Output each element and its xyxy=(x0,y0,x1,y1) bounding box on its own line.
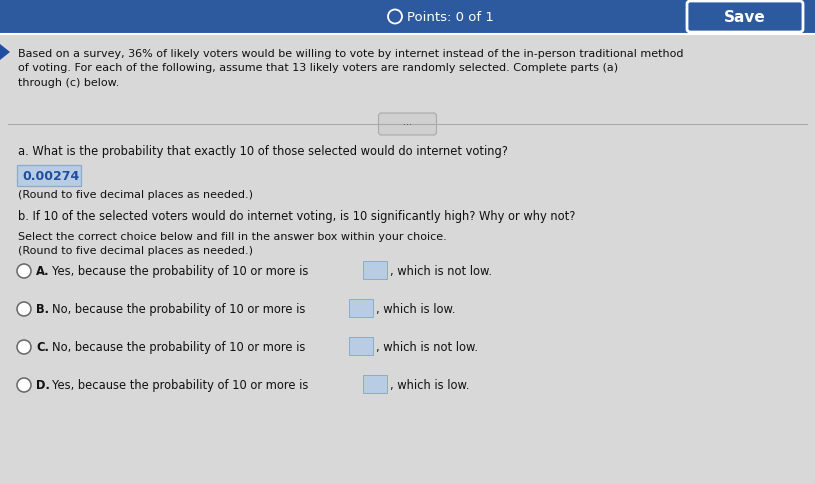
Text: Yes, because the probability of 10 or more is: Yes, because the probability of 10 or mo… xyxy=(52,265,308,278)
Text: b. If 10 of the selected voters would do internet voting, is 10 significantly hi: b. If 10 of the selected voters would do… xyxy=(18,210,575,223)
Text: B.: B. xyxy=(36,303,49,316)
FancyBboxPatch shape xyxy=(378,114,437,136)
Text: , which is low.: , which is low. xyxy=(390,378,469,392)
Circle shape xyxy=(17,302,31,317)
Text: D.: D. xyxy=(36,378,50,392)
Circle shape xyxy=(17,340,31,354)
Text: Points: 0 of 1: Points: 0 of 1 xyxy=(407,11,494,24)
Text: , which is not low.: , which is not low. xyxy=(376,341,478,354)
Text: 0.00274: 0.00274 xyxy=(22,170,79,182)
FancyBboxPatch shape xyxy=(349,337,373,355)
Text: , which is not low.: , which is not low. xyxy=(390,265,492,278)
Bar xyxy=(0,0,815,35)
FancyBboxPatch shape xyxy=(363,375,387,393)
Text: C.: C. xyxy=(36,341,49,354)
Text: ···: ··· xyxy=(403,120,412,130)
Text: Yes, because the probability of 10 or more is: Yes, because the probability of 10 or mo… xyxy=(52,378,308,392)
Polygon shape xyxy=(0,45,10,61)
FancyBboxPatch shape xyxy=(363,261,387,279)
Circle shape xyxy=(17,378,31,392)
FancyBboxPatch shape xyxy=(17,166,81,187)
FancyBboxPatch shape xyxy=(349,300,373,318)
Text: Based on a survey, 36% of likely voters would be willing to vote by internet ins: Based on a survey, 36% of likely voters … xyxy=(18,49,684,88)
Text: A.: A. xyxy=(36,265,50,278)
Circle shape xyxy=(17,264,31,278)
Text: No, because the probability of 10 or more is: No, because the probability of 10 or mor… xyxy=(52,341,306,354)
FancyBboxPatch shape xyxy=(687,2,803,33)
Text: (Round to five decimal places as needed.): (Round to five decimal places as needed.… xyxy=(18,245,253,256)
Text: a. What is the probability that exactly 10 of those selected would do internet v: a. What is the probability that exactly … xyxy=(18,145,508,158)
Text: Select the correct choice below and fill in the answer box within your choice.: Select the correct choice below and fill… xyxy=(18,231,447,242)
Text: (Round to five decimal places as needed.): (Round to five decimal places as needed.… xyxy=(18,190,253,199)
Text: , which is low.: , which is low. xyxy=(376,303,456,316)
Text: Save: Save xyxy=(724,10,766,25)
Text: No, because the probability of 10 or more is: No, because the probability of 10 or mor… xyxy=(52,303,306,316)
